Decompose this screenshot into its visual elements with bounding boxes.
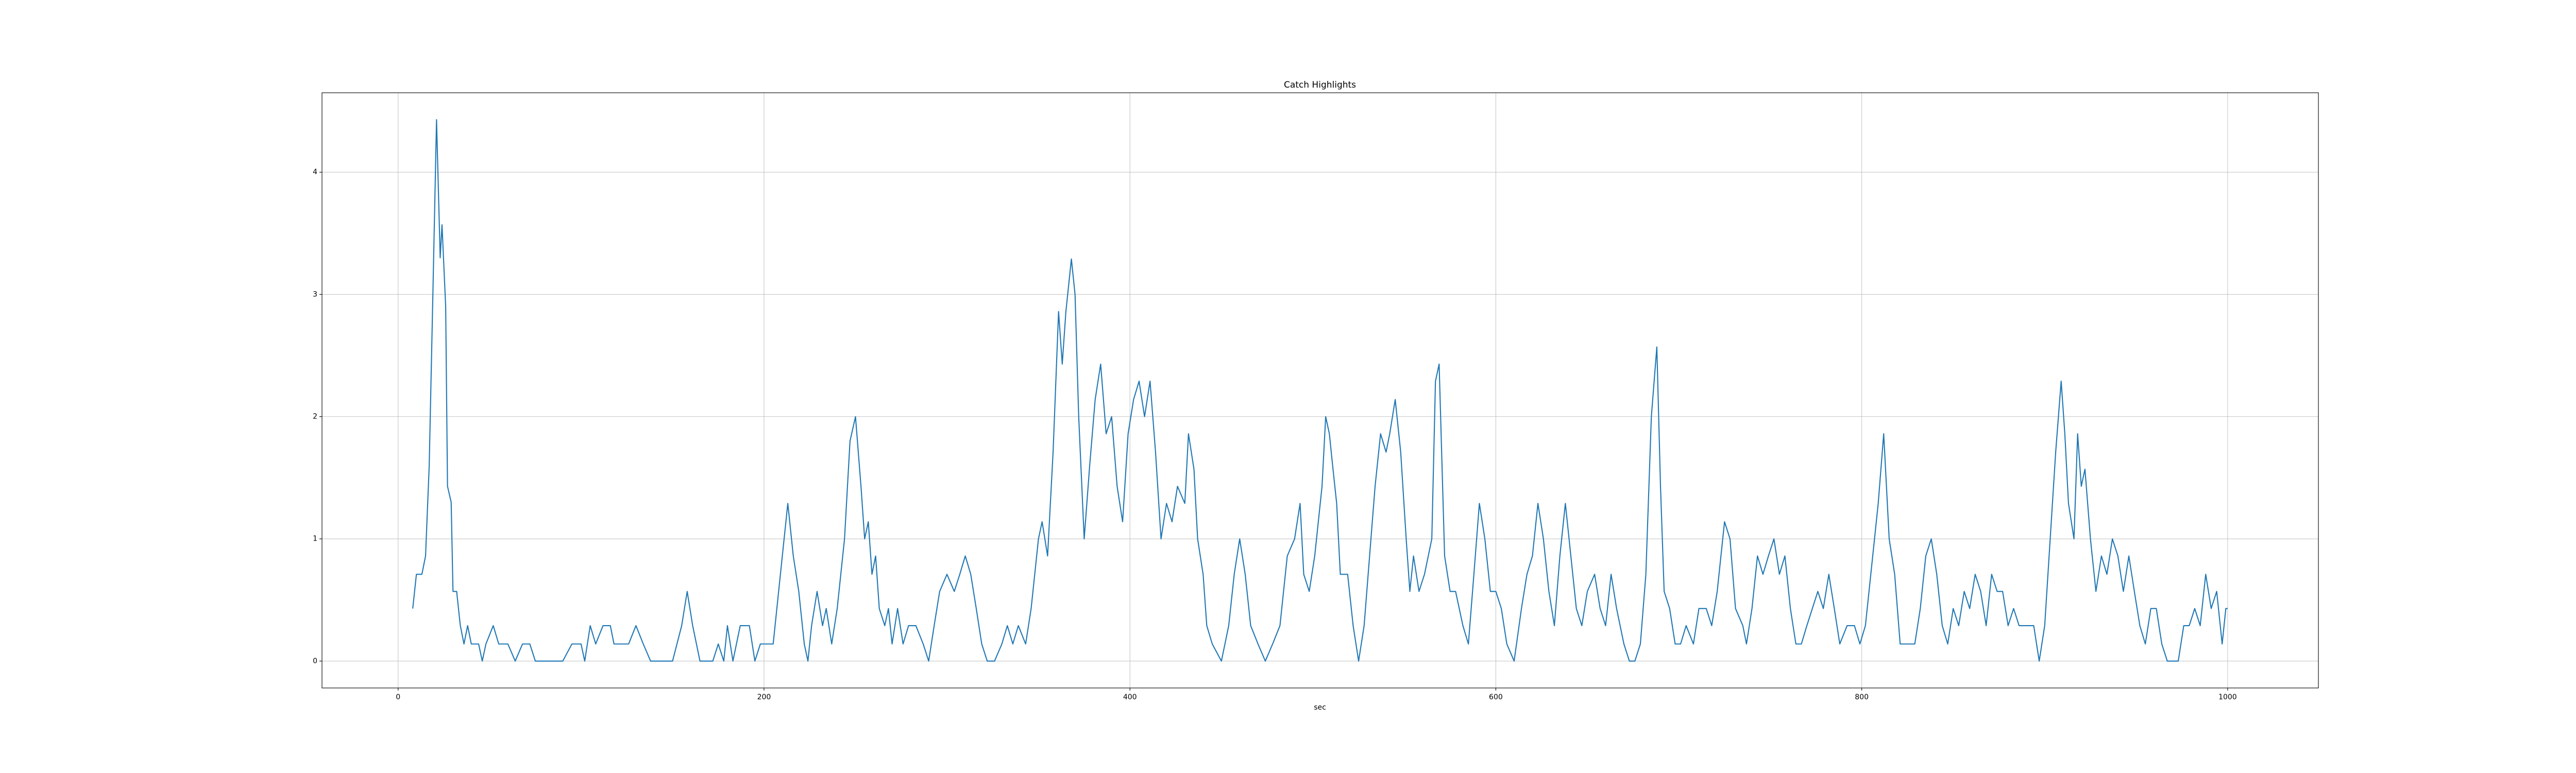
x-tick-label: 1000	[2218, 693, 2237, 701]
y-tick-label: 3	[313, 290, 317, 298]
data-line	[412, 119, 2228, 662]
y-tick-label: 0	[313, 657, 317, 665]
axes-frame	[321, 92, 2319, 688]
x-tick-label: 800	[1855, 693, 1869, 701]
x-axis-label: sec	[1314, 703, 1326, 712]
x-tick-label: 400	[1123, 693, 1137, 701]
y-tick-label: 4	[313, 168, 317, 176]
y-tick-label: 1	[313, 535, 317, 543]
y-tick-label: 2	[313, 412, 317, 421]
x-tick-label: 0	[396, 693, 400, 701]
x-tick-label: 600	[1489, 693, 1503, 701]
x-tick-label: 200	[757, 693, 771, 701]
chart-title: Catch Highlights	[1284, 80, 1356, 90]
